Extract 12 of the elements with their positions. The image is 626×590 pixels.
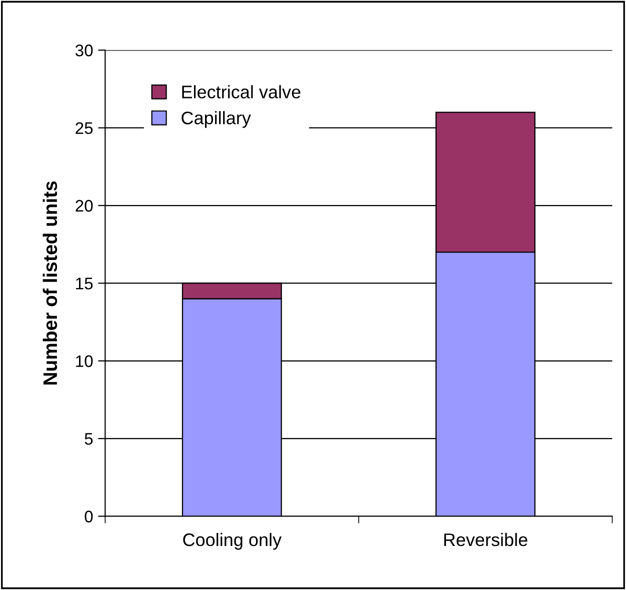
x-tick-label: Cooling only [183, 532, 282, 550]
legend-label: Capillary [182, 111, 251, 128]
x-tick-label: Reversible [444, 532, 528, 546]
y-axis-title: Number of listed units [42, 181, 58, 385]
y-tick-label: 5 [84, 433, 93, 445]
legend-label: Electrical valve [182, 85, 300, 98]
y-tick-label: 20 [76, 200, 93, 212]
y-tick-label: 10 [76, 355, 93, 368]
y-tick-label: 25 [76, 122, 93, 134]
y-tick-label: 15 [76, 278, 93, 290]
y-tick-label: 0 [84, 510, 93, 522]
y-tick-label: 30 [75, 44, 93, 56]
